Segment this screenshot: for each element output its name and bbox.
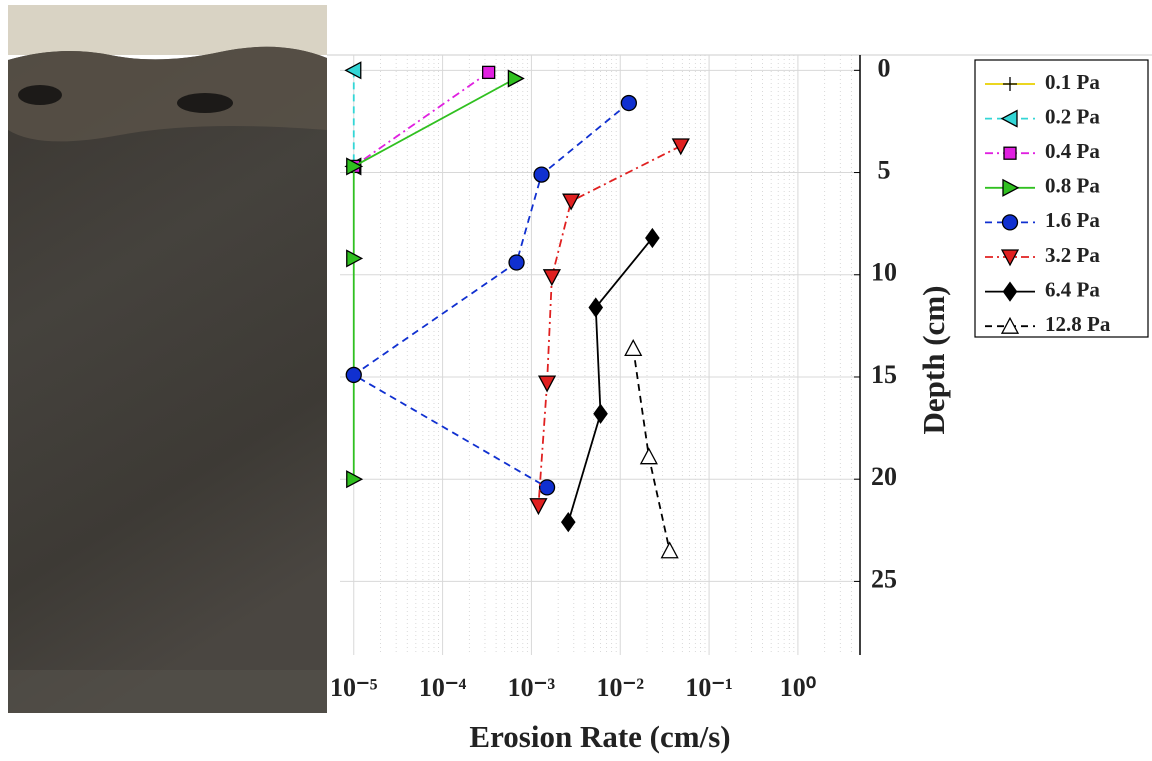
- marker: [620, 94, 638, 112]
- series-line: [632, 348, 671, 551]
- series: [345, 94, 638, 496]
- legend-item: 0.2 Pa: [985, 104, 1100, 128]
- y-tick-label: 20: [871, 462, 897, 491]
- legend-label: 1.6 Pa: [1045, 208, 1100, 232]
- marker: [588, 297, 604, 318]
- legend-label: 3.2 Pa: [1045, 243, 1100, 267]
- marker: [344, 61, 362, 80]
- legend-item: 6.4 Pa: [985, 277, 1100, 302]
- soil-photo: [8, 5, 327, 713]
- legend-label: 0.2 Pa: [1045, 104, 1100, 128]
- marker: [508, 254, 525, 271]
- marker: [507, 69, 525, 88]
- legend-item: 0.4 Pa: [985, 139, 1100, 163]
- series-line: [567, 237, 654, 523]
- series: [560, 227, 660, 533]
- grid: 10⁻⁵ 10⁻⁴ 10⁻³ 10⁻² 10⁻¹ 10⁰ 0 5 10 15 20 25: [330, 53, 897, 702]
- marker: [537, 375, 557, 393]
- series-line: [352, 77, 516, 480]
- legend-label: 0.4 Pa: [1045, 139, 1100, 163]
- marker: [1003, 77, 1017, 91]
- legend-label: 0.8 Pa: [1045, 174, 1100, 198]
- series: [624, 338, 679, 559]
- marker: [1002, 178, 1020, 197]
- y-tick-label: 5: [878, 156, 891, 185]
- y-axis-label: Depth (cm): [916, 286, 951, 435]
- marker: [1003, 146, 1017, 160]
- legend-item: 1.6 Pa: [985, 208, 1100, 232]
- marker: [645, 227, 660, 249]
- marker: [346, 249, 364, 268]
- marker: [660, 541, 679, 559]
- x-axis-label: Erosion Rate (cm/s): [469, 719, 730, 754]
- plot: [344, 61, 690, 559]
- marker: [346, 157, 364, 176]
- legend-label: 6.4 Pa: [1045, 277, 1100, 301]
- series-line: [537, 145, 682, 506]
- marker: [481, 65, 496, 80]
- marker: [346, 470, 364, 489]
- series-line: [353, 71, 490, 168]
- series: [347, 65, 496, 174]
- marker: [1000, 316, 1020, 334]
- legend-entries: 0.1 Pa 0.2 Pa 0.4 Pa 0.8 Pa 1.6 Pa 3.2 Pa 6.4 …: [985, 70, 1111, 336]
- x-tick-label: 10⁻³: [508, 673, 556, 702]
- marker: [639, 447, 658, 465]
- legend-item: 12.8 Pa: [985, 312, 1111, 336]
- marker: [562, 193, 581, 211]
- x-tick-label: 10⁻⁵: [330, 673, 378, 702]
- marker: [533, 166, 550, 183]
- marker: [345, 366, 362, 384]
- y-tick-label: 0: [878, 53, 891, 82]
- y-tick-label: 25: [871, 564, 897, 593]
- legend-item: 0.1 Pa: [985, 70, 1100, 94]
- marker: [1000, 249, 1020, 267]
- x-tick-label: 10⁰: [780, 673, 816, 702]
- marker: [529, 498, 548, 516]
- marker: [538, 479, 556, 496]
- x-tick-label: 10⁻²: [596, 673, 644, 702]
- y-tick-label: 10: [871, 258, 897, 287]
- legend-label: 0.1 Pa: [1045, 70, 1100, 94]
- marker: [671, 138, 690, 156]
- marker: [593, 403, 608, 424]
- series: [346, 69, 525, 489]
- series: [529, 138, 690, 516]
- marker: [560, 512, 576, 533]
- y-tick-label: 15: [871, 360, 897, 389]
- marker: [1002, 281, 1018, 302]
- x-tick-label: 10⁻¹: [685, 673, 733, 702]
- marker: [624, 338, 643, 357]
- marker: [542, 269, 561, 287]
- marker: [1000, 109, 1018, 128]
- x-tick-label: 10⁻⁴: [419, 673, 467, 702]
- series-line: [352, 102, 630, 489]
- marker: [1001, 214, 1019, 231]
- legend-item: 3.2 Pa: [985, 243, 1100, 267]
- legend-item: 0.8 Pa: [985, 174, 1100, 198]
- legend-label: 12.8 Pa: [1045, 312, 1111, 336]
